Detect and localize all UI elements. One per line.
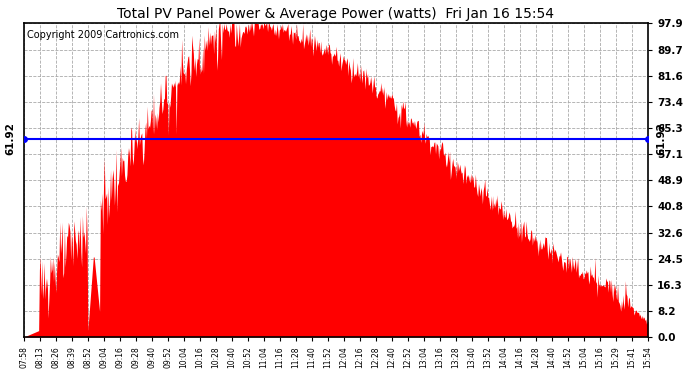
Text: 61.92: 61.92 — [6, 122, 16, 155]
Title: Total PV Panel Power & Average Power (watts)  Fri Jan 16 15:54: Total PV Panel Power & Average Power (wa… — [117, 7, 554, 21]
Text: Copyright 2009 Cartronics.com: Copyright 2009 Cartronics.com — [27, 30, 179, 40]
Text: 61.92: 61.92 — [656, 122, 666, 155]
